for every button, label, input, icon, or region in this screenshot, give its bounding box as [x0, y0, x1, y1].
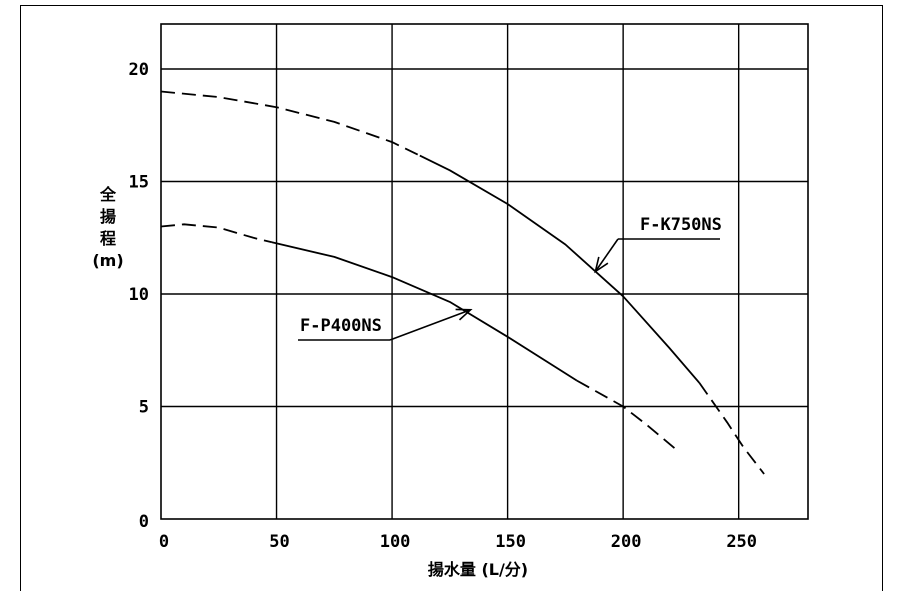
y-tick-5: 5: [139, 398, 149, 418]
x-tick-150: 150: [495, 532, 526, 552]
y-tick-10: 10: [129, 285, 149, 305]
callout-arrowhead-F-P400NS: [455, 308, 473, 321]
series-lines: [160, 90, 765, 475]
y-tick-0: 0: [139, 512, 149, 532]
y-axis-label-part-0: 全: [99, 185, 117, 204]
y-axis-label-part-2: 程: [100, 229, 116, 248]
y-axis-label-part-3: (m): [92, 251, 123, 270]
series-F-P400NS-dashed-segment-0: [160, 223, 273, 244]
x-tick-100: 100: [380, 532, 411, 552]
figure-frame: [20, 5, 883, 591]
callout-label-F-K750NS: F-K750NS: [640, 215, 722, 235]
y-tick-20: 20: [129, 60, 149, 80]
grid: [161, 24, 808, 519]
series-F-K750NS-dashed-segment-0: [160, 90, 421, 157]
y-tick-15: 15: [129, 173, 149, 193]
x-tick-250: 250: [726, 532, 757, 552]
x-tick-50: 50: [269, 532, 289, 552]
plot-area-border: [160, 23, 809, 520]
callout-leader-F-P400NS: [389, 309, 471, 341]
callouts: F-K750NS F-P400NS: [298, 215, 722, 341]
y-tick-labels: 0 5 10 15 20: [129, 60, 149, 532]
x-tick-200: 200: [611, 532, 642, 552]
series-F-P400NS-dashed-segment-2: [576, 379, 680, 453]
x-axis-label: 揚水量 (L/分): [428, 560, 528, 579]
callout-arrowhead-F-K750NS: [594, 256, 609, 274]
callout-leader-F-K750NS: [594, 238, 619, 272]
series-F-K750NS-dashed-segment-2: [698, 382, 765, 475]
series-F-K750NS-solid-segment-1: [419, 154, 701, 384]
y-axis-label: 全揚程 (m): [92, 185, 123, 270]
x-tick-0: 0: [159, 532, 169, 552]
callout-label-F-P400NS: F-P400NS: [300, 316, 382, 336]
x-tick-labels: 0 50 100 150 200 250: [159, 532, 757, 552]
y-axis-label-part-1: 揚: [100, 207, 116, 226]
series-F-P400NS-solid-segment-1: [271, 241, 578, 382]
